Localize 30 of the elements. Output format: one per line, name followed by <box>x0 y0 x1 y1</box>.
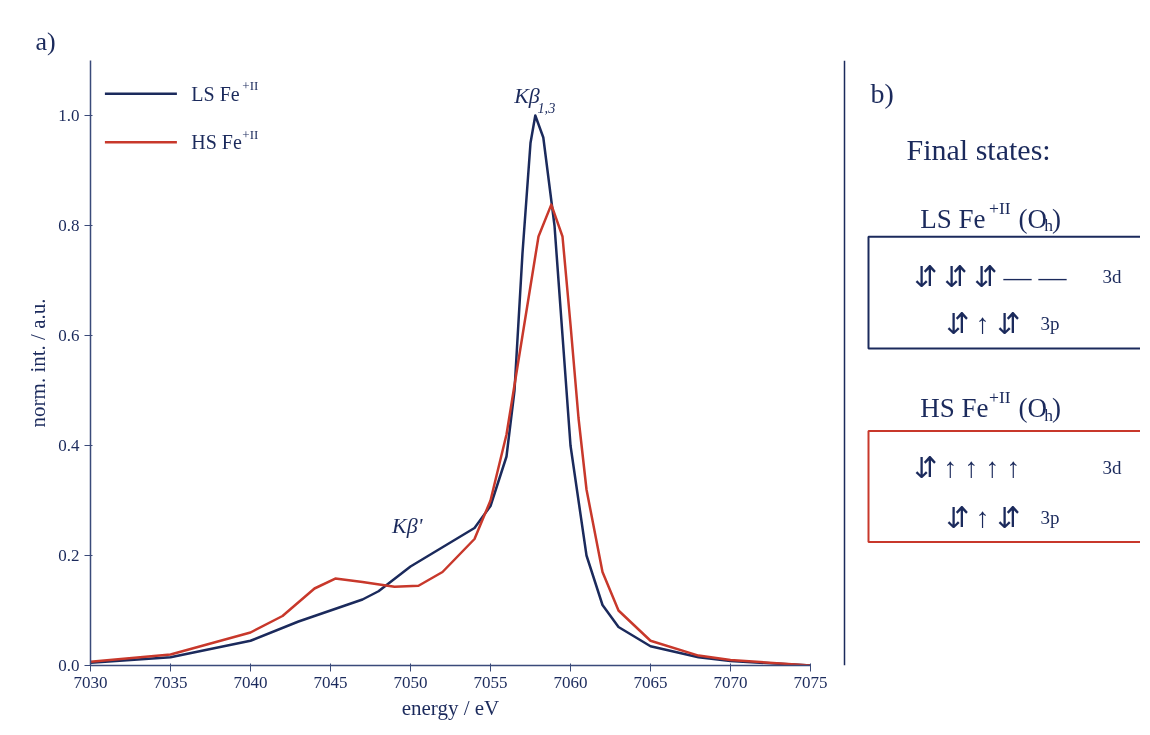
text: 3d <box>1102 457 1122 479</box>
annotation: Kβ' <box>391 513 423 539</box>
x-tick-label: 7075 <box>793 672 828 692</box>
y-tick-label: 0.8 <box>58 216 80 235</box>
x-tick-label: 7030 <box>73 672 108 692</box>
text: Final states: <box>906 132 1051 166</box>
y-tick-label: 0.4 <box>58 436 80 455</box>
x-tick-label: 7070 <box>713 672 748 692</box>
text: ⇵ ↑ ⇵ <box>945 501 1020 533</box>
text: ⇵ ⇵ ⇵ — — <box>913 261 1068 293</box>
text: 3d <box>1102 266 1122 288</box>
x-tick-label: 7045 <box>313 672 348 692</box>
x-tick-label: 7035 <box>153 672 188 692</box>
y-tick-label: 0.0 <box>58 656 80 675</box>
x-tick-label: 7065 <box>633 672 668 692</box>
text: ⇵ ↑ ⇵ <box>945 308 1020 340</box>
x-tick-label: 7060 <box>553 672 588 692</box>
y-tick-label: 1.0 <box>58 106 80 125</box>
x-axis-title: energy / eV <box>401 695 500 720</box>
text: 3p <box>1040 506 1060 528</box>
text: 3p <box>1040 313 1060 335</box>
text: ⇵ ↑ ↑ ↑ ↑ <box>913 452 1021 484</box>
x-tick-label: 7055 <box>473 672 508 692</box>
x-tick-label: 7050 <box>393 672 428 692</box>
x-tick-label: 7040 <box>233 672 268 692</box>
y-axis-title: norm. int. / a.u. <box>26 298 51 428</box>
text: a) <box>35 26 56 56</box>
y-tick-label: 0.6 <box>58 326 80 345</box>
y-tick-label: 0.2 <box>58 546 80 565</box>
text: b) <box>870 77 894 109</box>
